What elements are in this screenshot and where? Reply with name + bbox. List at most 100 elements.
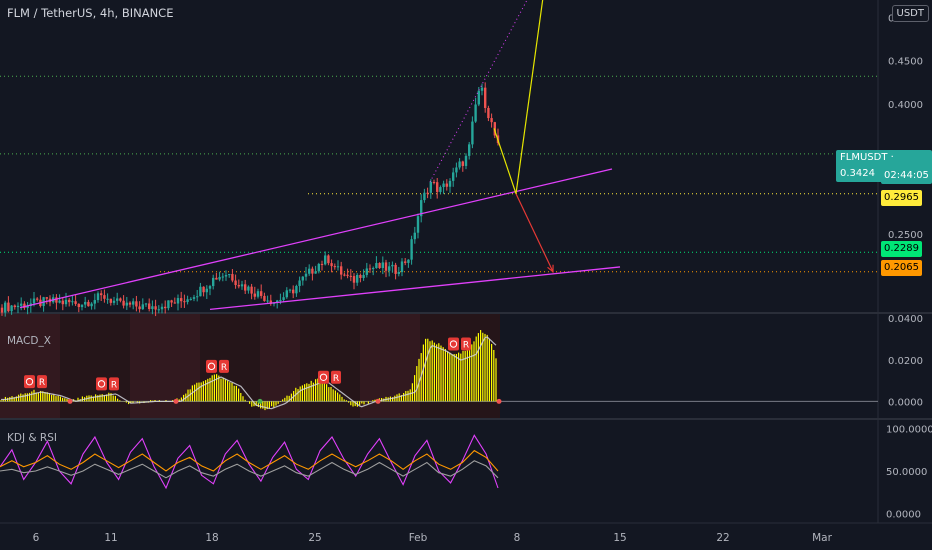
macd-cross-dot [173, 398, 179, 404]
candle-body [448, 180, 452, 187]
signal-badge [109, 377, 119, 391]
candle-body [141, 304, 144, 310]
time-axis-tick: 18 [205, 532, 218, 544]
kdj-axis-tick: 50.0000 [886, 467, 927, 478]
candle-body [442, 183, 445, 188]
candle-body [128, 302, 132, 305]
candle-body [279, 299, 282, 301]
candle-body [55, 297, 58, 303]
candle-body [474, 104, 477, 122]
macd-pane-label[interactable]: MACD_X [7, 335, 51, 347]
candle-body [372, 268, 375, 270]
candle-body [23, 303, 26, 309]
signal-bear-icon [96, 377, 107, 391]
candle-body [375, 263, 378, 269]
macd-axis-tick: 0.0000 [888, 397, 923, 408]
signal-bear-face [97, 380, 106, 388]
candle-body [263, 295, 266, 301]
candle-body [477, 90, 480, 105]
candle-body [397, 272, 400, 274]
macd-bg-band-5 [300, 314, 360, 418]
candle-body [292, 289, 295, 294]
chart-title: FLM / TetherUS, 4h, BINANCE [7, 6, 174, 20]
candle-body [298, 280, 301, 286]
candle-body [266, 300, 269, 302]
candle-body [324, 255, 327, 265]
candle-body [413, 232, 416, 240]
candle-body [173, 302, 176, 304]
candle-body [429, 181, 432, 193]
time-axis-tick: 22 [716, 532, 729, 544]
candle-body [400, 261, 404, 273]
candle-body [250, 286, 253, 294]
signal-bear-face [207, 362, 216, 371]
projection-down-arrow-line [515, 193, 554, 272]
candle-body [183, 301, 186, 303]
macd-signal-line [1, 336, 497, 410]
candle-body [423, 192, 426, 201]
candle-body [404, 261, 407, 263]
macd-bg-band-0 [0, 314, 60, 418]
candle-body [74, 301, 77, 304]
candle-body [228, 274, 231, 276]
signal-badge-label: R [39, 378, 45, 388]
candle-body [87, 301, 90, 307]
price-axis-tick: 0.4000 [888, 100, 923, 111]
candle-body [349, 275, 352, 277]
candle-body [234, 280, 237, 286]
candle-body [343, 274, 346, 276]
currency-selector[interactable]: USDT [891, 5, 929, 22]
candle-body [327, 255, 330, 264]
price-axis-tick: 0.2500 [888, 230, 923, 241]
countdown-tag: 02:44:05 [881, 168, 932, 184]
candle-body [288, 289, 292, 291]
candle-body [365, 268, 368, 275]
kdj-pane-label[interactable]: KDJ & RSI [7, 432, 57, 444]
projection-up-arrow-line [515, 0, 544, 194]
macd-cross-dot [67, 398, 73, 404]
candle-body [77, 303, 80, 308]
candle-body [464, 155, 468, 166]
time-axis-tick: 8 [514, 532, 521, 544]
candle-body [170, 300, 173, 303]
time-axis-tick: 11 [104, 532, 117, 544]
candle-body [208, 286, 212, 289]
candle-body [144, 303, 148, 305]
candle-body [90, 303, 93, 307]
candle-body [231, 274, 234, 281]
signal-badge-label: R [463, 341, 469, 351]
candle-body [269, 300, 272, 304]
candle-body [84, 301, 87, 305]
candle-body [394, 264, 397, 274]
signal-badge-label: R [333, 374, 339, 384]
candle-body [384, 262, 388, 271]
candle-body [295, 285, 298, 294]
candle-body [0, 307, 4, 313]
candle-body [461, 161, 464, 166]
kdj-series-line-2 [0, 460, 499, 479]
candle-body [192, 297, 196, 299]
candle-body [362, 274, 365, 278]
level-tag-2965: 0.2965 [881, 190, 922, 206]
symbol-label: FLMUSDT [840, 152, 888, 163]
candle-body [432, 181, 436, 183]
candle-body [16, 305, 20, 308]
signal-bear-icon [448, 337, 459, 351]
candle-body [356, 274, 359, 283]
signal-badge-label: R [111, 380, 117, 390]
candle-body [103, 295, 106, 299]
candle-body [122, 300, 125, 306]
candle-body [253, 293, 256, 297]
candle-body [68, 299, 71, 303]
candle-body [452, 172, 455, 181]
signal-bear-face [25, 377, 34, 386]
candle-body [407, 259, 410, 263]
candle-body [189, 298, 192, 300]
signal-badge [461, 337, 471, 351]
candle-body [205, 288, 208, 293]
candle-body [317, 263, 320, 272]
candle-body [106, 298, 109, 300]
level-tag-2065: 0.2065 [881, 260, 922, 276]
candle-body [7, 302, 10, 312]
